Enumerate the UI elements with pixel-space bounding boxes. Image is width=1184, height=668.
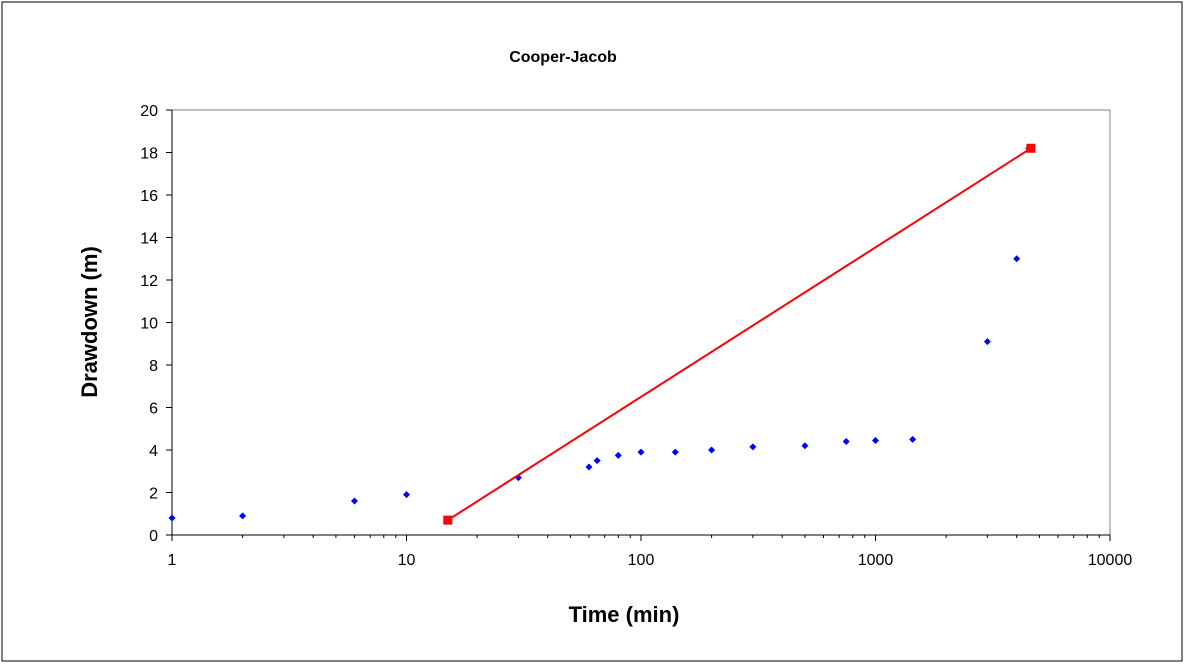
- y-tick-label: 10: [140, 316, 158, 333]
- y-axis-ticks: 0 2 4 6 8 10 12 14 16 18 20: [140, 103, 172, 545]
- fit-line: [447, 147, 1032, 521]
- data-point: [1013, 255, 1021, 263]
- y-tick-label: 0: [149, 528, 158, 545]
- data-point: [983, 338, 991, 346]
- x-tick-label: 10000: [1088, 552, 1133, 569]
- data-point: [749, 443, 757, 451]
- x-axis-ticks: 1 10 100 1000 10000: [168, 535, 1133, 569]
- data-point: [614, 451, 622, 459]
- y-tick-label: 16: [140, 188, 158, 205]
- y-tick-label: 18: [140, 146, 158, 163]
- data-point: [842, 438, 850, 445]
- data-point: [168, 514, 176, 522]
- y-tick-label: 20: [140, 103, 158, 120]
- data-point: [239, 512, 247, 520]
- y-tick-label: 8: [149, 358, 158, 375]
- data-point: [637, 448, 645, 456]
- data-point: [909, 435, 917, 443]
- fit-line-endpoint: [1026, 143, 1036, 153]
- y-tick-label: 4: [149, 443, 158, 460]
- x-tick-label: 10: [398, 552, 416, 569]
- series-layer: [168, 143, 1036, 525]
- y-axis-label: Drawdown (m): [77, 246, 102, 398]
- plot-area: [171, 109, 1111, 536]
- data-point: [403, 491, 410, 499]
- y-tick-label: 14: [140, 231, 158, 248]
- fit-line-endpoint: [443, 515, 453, 525]
- data-point: [671, 448, 679, 456]
- data-point: [585, 463, 593, 471]
- chart-title: Cooper-Jacob: [509, 49, 617, 66]
- y-tick-label: 12: [140, 273, 158, 290]
- x-tick-label: 1000: [858, 552, 894, 569]
- data-point: [872, 436, 879, 444]
- y-tick-label: 6: [149, 401, 158, 418]
- x-tick-label: 1: [168, 552, 177, 569]
- data-point: [593, 457, 601, 465]
- data-point: [708, 446, 716, 454]
- x-tick-label: 100: [628, 552, 655, 569]
- y-tick-label: 2: [149, 486, 158, 503]
- x-axis-label: Time (min): [569, 602, 680, 627]
- data-point: [350, 497, 358, 505]
- data-point: [801, 442, 809, 450]
